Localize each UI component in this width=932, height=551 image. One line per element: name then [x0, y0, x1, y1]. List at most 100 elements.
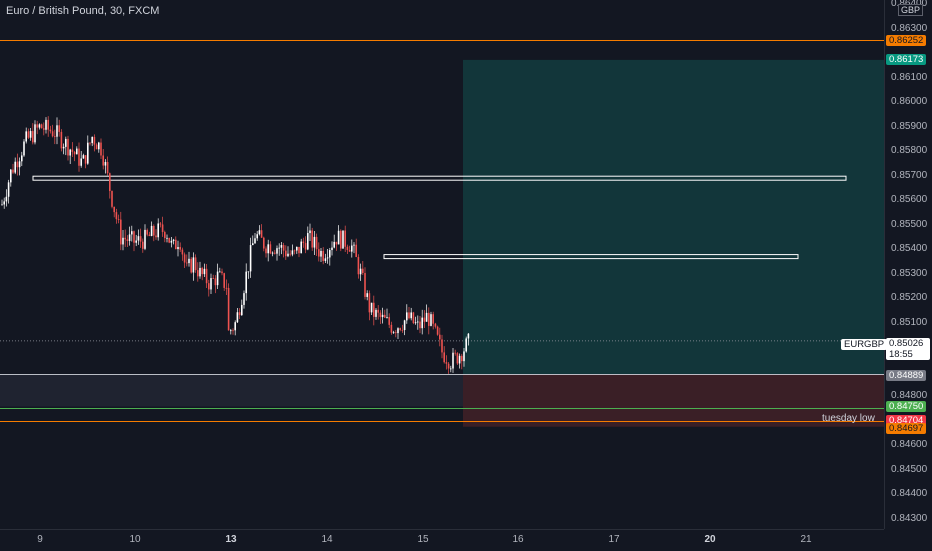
symbol-title[interactable]: Euro / British Pound, 30, FXCM — [6, 5, 160, 17]
candle-body-down — [89, 142, 91, 144]
candle-body-up — [170, 240, 173, 243]
candle-body-up — [278, 247, 280, 249]
chart-canvas[interactable] — [0, 0, 884, 529]
time-tick-label: 10 — [129, 534, 141, 545]
candle-body-up — [76, 148, 78, 155]
candle-body-down — [115, 212, 118, 220]
profit-zone — [463, 59, 884, 375]
candle-body-up — [430, 314, 432, 326]
price-tick-label: 0.85800 — [891, 145, 928, 157]
candle-body-up — [10, 169, 12, 183]
candle-body-up — [87, 142, 89, 164]
candle-body-up — [188, 258, 190, 264]
candle-body-up — [417, 321, 419, 323]
candle-body-up — [1, 204, 3, 206]
price-tick-label: 0.85600 — [891, 194, 928, 206]
candle-body-up — [25, 131, 27, 142]
candle-body-up — [256, 234, 258, 239]
candle-body-down — [58, 125, 60, 132]
resistance-box-upper — [32, 175, 847, 181]
candle-body-up — [375, 309, 377, 317]
candle-body-down — [441, 339, 443, 353]
candle-body-down — [357, 257, 360, 275]
candle-body-up — [23, 141, 25, 156]
candle-body-up — [300, 241, 302, 254]
candle-body-up — [128, 234, 131, 241]
candle-body-up — [38, 124, 41, 128]
candle-body-down — [47, 119, 49, 130]
candle-body-up — [392, 332, 395, 334]
candle-body-up — [82, 155, 85, 159]
candle-body-up — [309, 230, 311, 234]
time-axis[interactable]: 9 10 13 14 15 16 17 20 21 — [0, 529, 884, 551]
take-profit-tag: 0.86173 — [886, 54, 927, 66]
candle-body-up — [271, 252, 274, 254]
candle-body-up — [14, 161, 16, 173]
candle-body-up — [329, 250, 331, 258]
candle-body-up — [80, 158, 82, 166]
candle-body-down — [84, 155, 87, 164]
candle-body-up — [210, 278, 212, 290]
candle-body-down — [27, 131, 30, 138]
candle-body-up — [333, 241, 335, 248]
currency-label[interactable]: GBP — [898, 4, 924, 16]
candle-body-down — [238, 312, 241, 316]
orange-line-bottom-tag: 0.84697 — [886, 422, 927, 434]
candle-body-down — [368, 293, 371, 313]
price-tick-label: 0.84600 — [891, 439, 928, 451]
candle-body-up — [381, 314, 384, 318]
candle-body-up — [331, 247, 333, 251]
candle-body-down — [106, 162, 109, 174]
candle-body-down — [67, 138, 69, 156]
time-tick-label: 21 — [800, 534, 812, 545]
green-line-tag: 0.84750 — [886, 401, 927, 412]
candle-body-up — [414, 322, 417, 324]
candle-body-up — [241, 304, 243, 316]
time-tick-label: 16 — [512, 534, 524, 545]
candle-body-up — [150, 225, 153, 236]
chart-area[interactable] — [0, 0, 884, 529]
candle-body-up — [337, 230, 340, 245]
price-tick-label: 0.86100 — [891, 71, 928, 83]
time-tick-label: 20 — [704, 534, 716, 545]
candle-body-up — [5, 196, 8, 202]
candle-body-down — [322, 250, 324, 261]
price-axis[interactable]: 0.864000.863000.861000.860000.859000.858… — [884, 0, 932, 529]
candle-body-down — [32, 131, 34, 143]
candle-body-down — [179, 247, 181, 250]
candle-body-up — [276, 248, 278, 254]
candle-body-down — [201, 267, 203, 275]
candle-body-up — [452, 352, 454, 369]
candle-body-up — [403, 320, 406, 331]
candle-body-up — [236, 312, 239, 323]
candle-body-up — [243, 293, 245, 305]
candle-body-up — [370, 302, 373, 313]
candle-body-down — [159, 223, 162, 225]
candle-body-up — [320, 250, 322, 257]
candle-body-up — [465, 338, 467, 352]
candle-body-down — [362, 268, 364, 273]
candle-body-up — [34, 124, 36, 143]
candle-body-up — [69, 149, 71, 156]
candle-body-down — [60, 131, 63, 149]
candle-body-down — [419, 321, 421, 329]
candle-body-up — [122, 237, 124, 245]
candle-body-down — [113, 206, 115, 213]
candle-body-down — [315, 236, 318, 250]
candle-body-down — [212, 278, 214, 279]
candle-body-up — [406, 312, 408, 321]
candle-body-down — [221, 271, 223, 274]
candle-body-down — [100, 142, 102, 156]
candle-body-up — [98, 142, 100, 150]
candle-body-down — [263, 237, 265, 249]
candle-body-down — [117, 219, 120, 220]
candle-body-up — [172, 239, 175, 241]
candle-body-down — [133, 231, 135, 243]
countdown-timer: 18:55 — [889, 349, 913, 360]
candle-body-down — [399, 328, 401, 330]
candle-body-down — [40, 124, 43, 129]
candle-body-up — [421, 317, 423, 329]
candle-body-down — [175, 239, 177, 250]
candle-body-up — [135, 240, 137, 243]
candle-body-up — [324, 258, 327, 261]
